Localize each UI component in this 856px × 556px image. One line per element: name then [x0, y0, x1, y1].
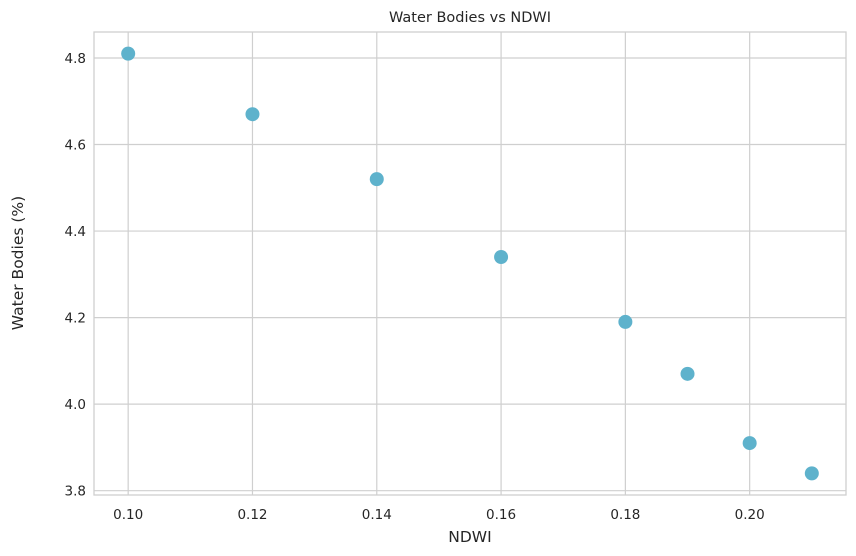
y-tick-label: 4.4	[65, 224, 86, 240]
data-point	[121, 46, 136, 61]
data-point	[680, 366, 695, 381]
data-points	[121, 46, 819, 481]
data-point	[245, 107, 260, 122]
data-point	[369, 172, 384, 187]
x-axis-label: NDWI	[448, 528, 491, 546]
x-tick-labels: 0.10 0.12 0.14 0.16 0.18 0.20	[113, 507, 765, 523]
chart-title: Water Bodies vs NDWI	[389, 10, 551, 26]
x-tick-label: 0.16	[486, 507, 516, 523]
y-tick-labels: 3.8 4.0 4.2 4.4 4.6 4.8	[65, 51, 86, 500]
y-tick-label: 4.0	[65, 397, 86, 413]
grid-lines	[94, 32, 846, 495]
x-tick-label: 0.18	[610, 507, 640, 523]
x-tick-label: 0.20	[735, 507, 765, 523]
y-tick-label: 4.8	[65, 51, 86, 67]
data-point	[618, 314, 633, 329]
plot-frame	[93, 31, 847, 496]
x-tick-label: 0.14	[362, 507, 392, 523]
data-point	[494, 250, 509, 265]
y-tick-label: 4.6	[65, 138, 86, 154]
data-point	[742, 436, 757, 451]
y-tick-label: 4.2	[65, 311, 86, 327]
y-tick-label: 3.8	[65, 484, 86, 500]
data-point	[804, 466, 819, 481]
y-axis-label: Water Bodies (%)	[9, 196, 27, 330]
x-tick-label: 0.12	[237, 507, 267, 523]
x-tick-label: 0.10	[113, 507, 143, 523]
